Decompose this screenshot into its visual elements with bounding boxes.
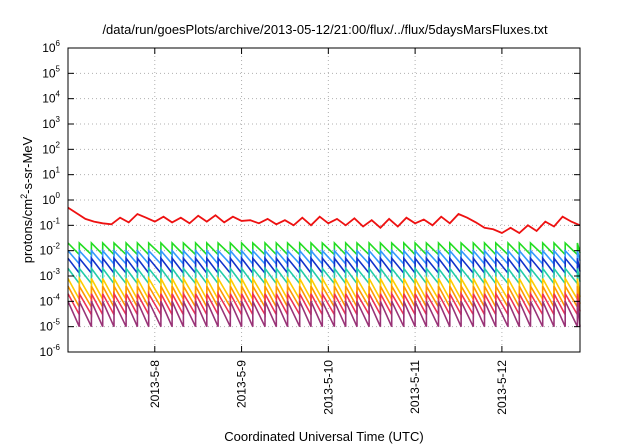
x-tick-label: 2013-5-9 — [235, 360, 249, 408]
grid — [68, 48, 580, 352]
series-line-5 — [67, 265, 581, 287]
y-tick-label: 10-4 — [40, 292, 61, 308]
series-line-8 — [67, 290, 581, 318]
x-tick-labels: 2013-5-8 2013-5-9 2013-5-10 2013-5-11 2013-5… — [148, 360, 509, 415]
series-line-3 — [67, 248, 581, 267]
y-tick-label: 10-3 — [40, 267, 61, 283]
y-axis-label-post: -s-sr-MeV — [20, 136, 35, 193]
y-tick-label: 105 — [42, 64, 60, 80]
y-tick-label: 102 — [42, 140, 60, 156]
series-line-1 — [67, 206, 581, 235]
y-tick-label: 103 — [42, 115, 60, 131]
y-tick-label: 101 — [42, 166, 60, 182]
x-tick-label: 2013-5-11 — [408, 360, 422, 414]
y-axis-label-sup: 2 — [19, 194, 29, 199]
y-axis-label-pre: protons/cm — [20, 199, 35, 263]
chart-title: /data/run/goesPlots/archive/2013-05-12/2… — [102, 22, 548, 37]
x-axis-label: Coordinated Universal Time (UTC) — [224, 429, 423, 444]
series-line-2 — [67, 241, 581, 257]
series-line-9 — [67, 300, 581, 328]
x-tick-label: 2013-5-12 — [495, 360, 509, 415]
series-line-4 — [67, 255, 581, 276]
series-lines — [67, 206, 581, 328]
series-line-6 — [67, 275, 581, 303]
y-tick-label: 10-5 — [40, 318, 61, 334]
y-tick-label: 100 — [42, 191, 60, 207]
y-axis-label: protons/cm2-s-sr-MeV — [19, 136, 35, 263]
y-tick-label: 104 — [42, 90, 60, 106]
series-line-7 — [67, 283, 581, 310]
x-tick-label: 2013-5-8 — [148, 360, 162, 408]
y-tick-labels: 10-6 10-5 10-4 10-3 10-2 10-1 100 101 102 103 104 1… — [40, 39, 61, 359]
y-tick-label: 10-2 — [40, 242, 61, 258]
axis-ticks — [68, 47, 580, 353]
y-tick-label: 10-1 — [40, 216, 61, 232]
y-tick-label: 106 — [42, 39, 60, 55]
y-tick-label: 10-6 — [40, 343, 61, 359]
x-tick-label: 2013-5-10 — [321, 360, 335, 415]
